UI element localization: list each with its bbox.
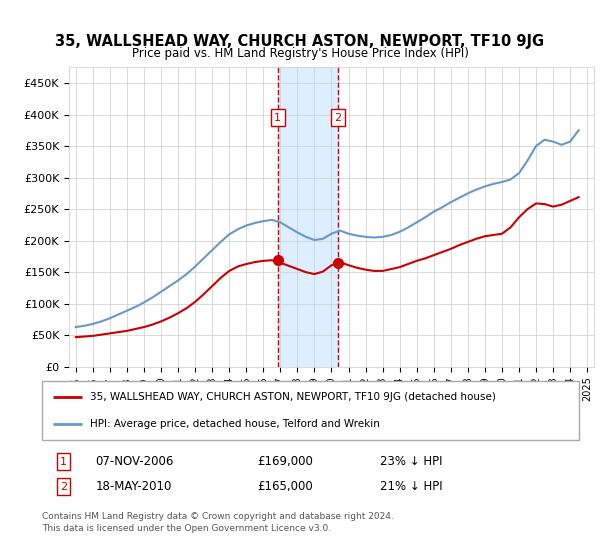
Bar — [278, 67, 338, 367]
Text: 2: 2 — [334, 113, 341, 123]
Text: 2: 2 — [60, 482, 67, 492]
FancyBboxPatch shape — [42, 381, 579, 440]
Text: HPI: Average price, detached house, Telford and Wrekin: HPI: Average price, detached house, Telf… — [91, 419, 380, 429]
Text: 35, WALLSHEAD WAY, CHURCH ASTON, NEWPORT, TF10 9JG (detached house): 35, WALLSHEAD WAY, CHURCH ASTON, NEWPORT… — [91, 391, 496, 402]
Text: 23% ↓ HPI: 23% ↓ HPI — [380, 455, 443, 468]
Text: 1: 1 — [60, 457, 67, 467]
Text: 18-MAY-2010: 18-MAY-2010 — [96, 480, 172, 493]
Text: 35, WALLSHEAD WAY, CHURCH ASTON, NEWPORT, TF10 9JG: 35, WALLSHEAD WAY, CHURCH ASTON, NEWPORT… — [55, 34, 545, 49]
Text: Price paid vs. HM Land Registry's House Price Index (HPI): Price paid vs. HM Land Registry's House … — [131, 47, 469, 60]
Text: Contains HM Land Registry data © Crown copyright and database right 2024.: Contains HM Land Registry data © Crown c… — [42, 512, 394, 521]
Text: This data is licensed under the Open Government Licence v3.0.: This data is licensed under the Open Gov… — [42, 524, 331, 533]
Text: 1: 1 — [274, 113, 281, 123]
Text: £165,000: £165,000 — [257, 480, 313, 493]
Text: 07-NOV-2006: 07-NOV-2006 — [96, 455, 174, 468]
Text: £169,000: £169,000 — [257, 455, 313, 468]
Text: 21% ↓ HPI: 21% ↓ HPI — [380, 480, 443, 493]
